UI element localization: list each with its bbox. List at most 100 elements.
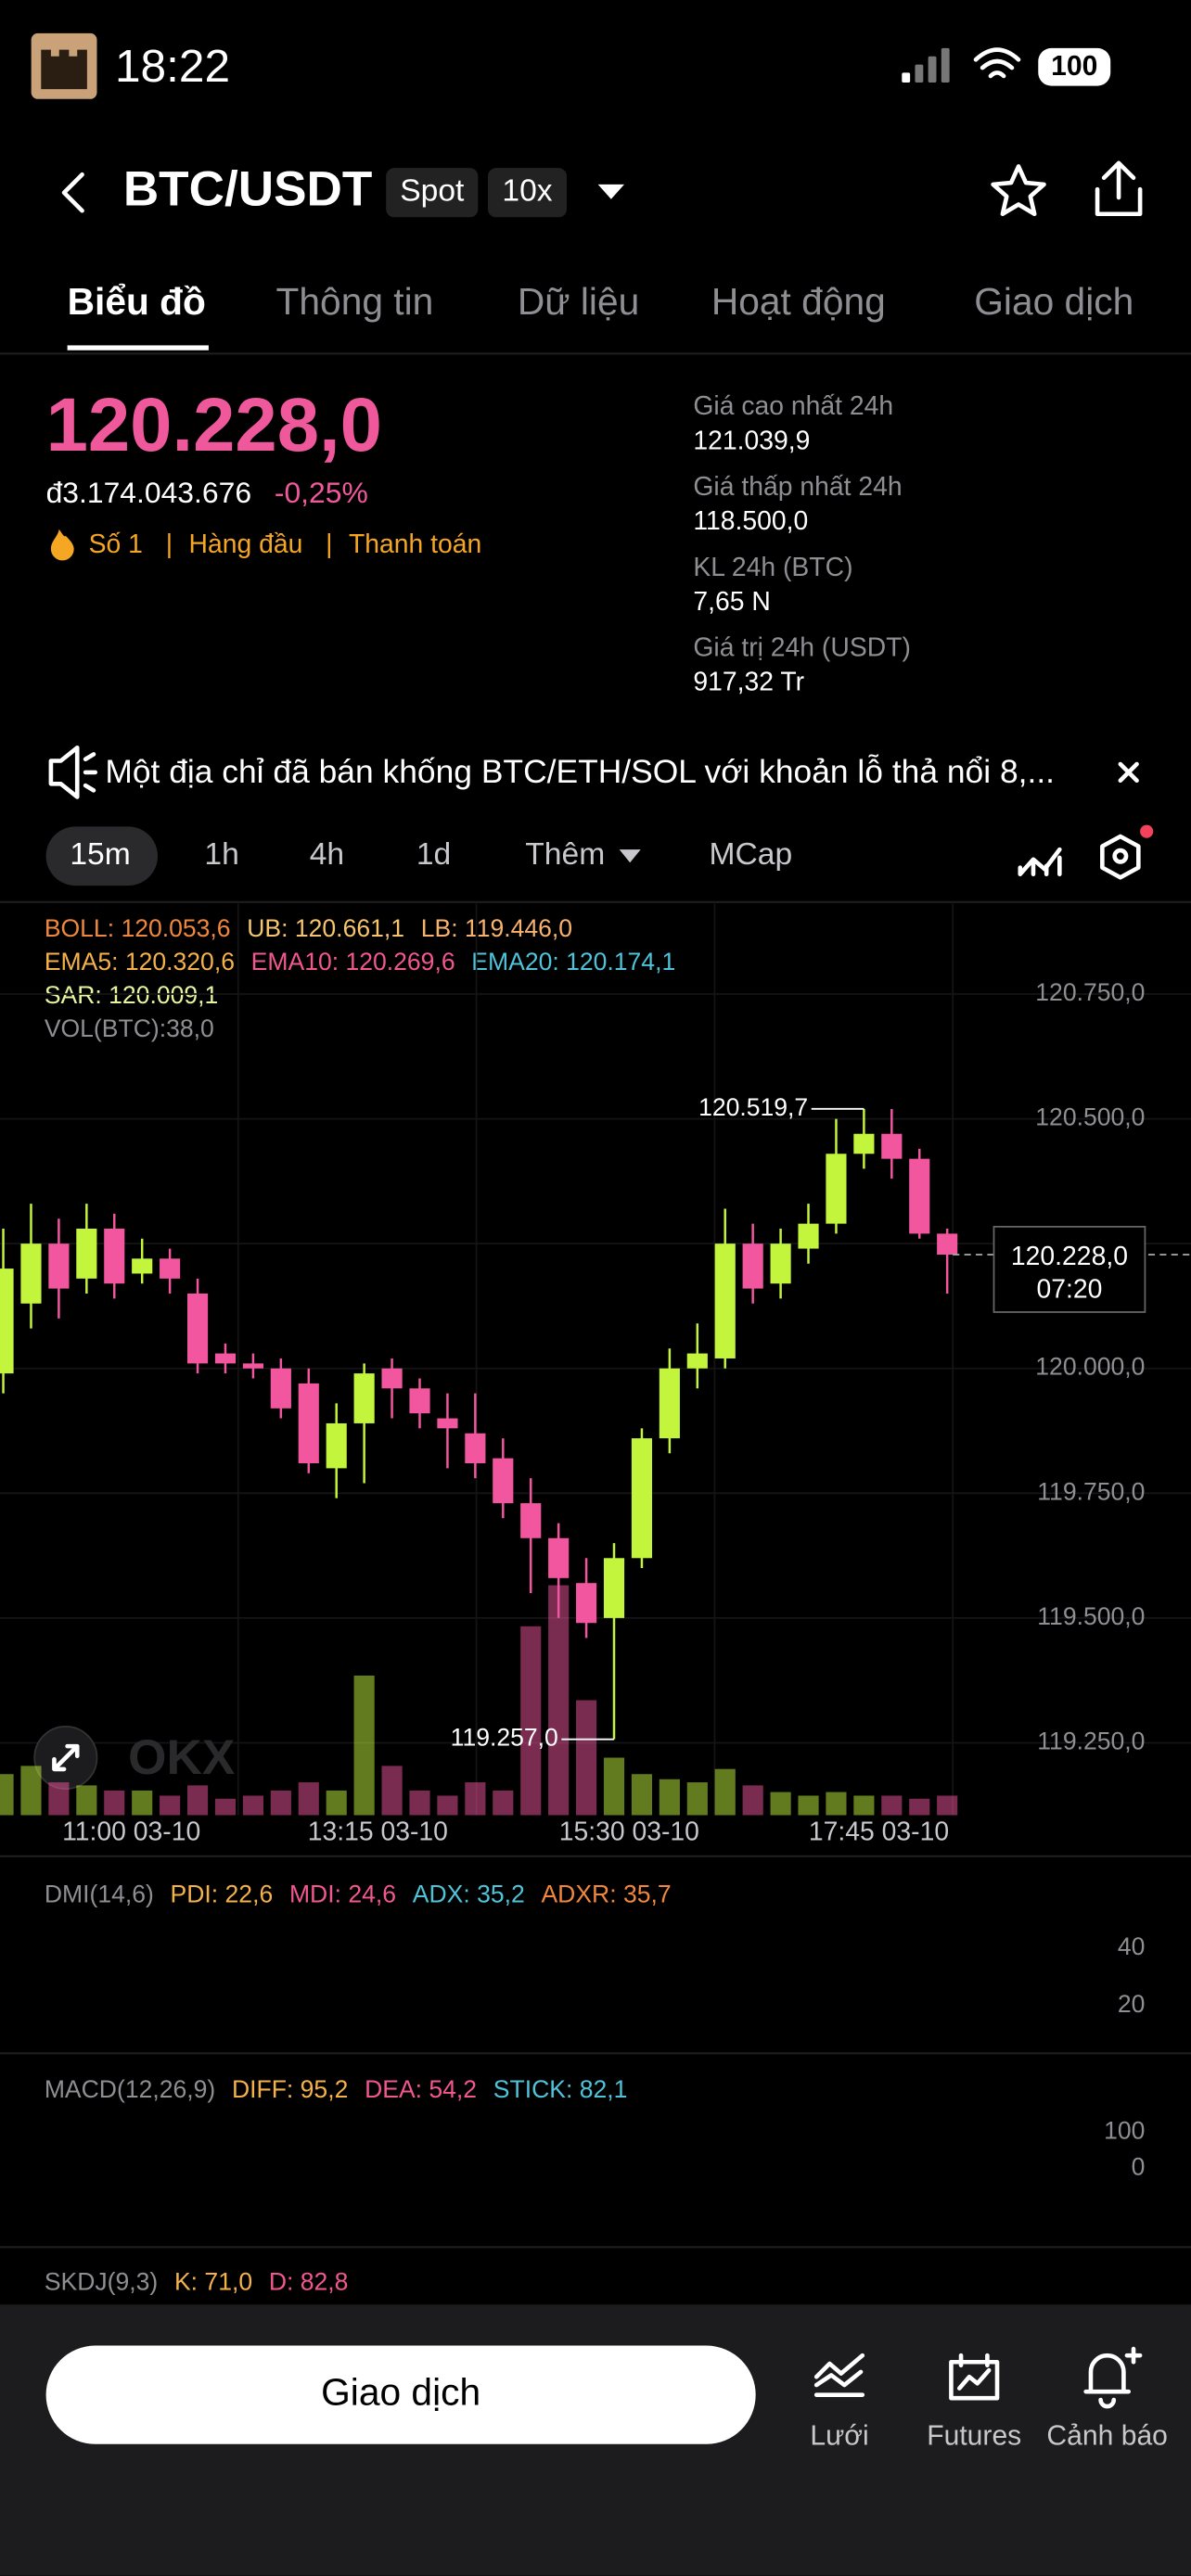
- indicator-value: LB: 119.446,0: [421, 914, 572, 942]
- candle-body: [548, 1537, 570, 1578]
- interval[interactable]: Thêm: [525, 837, 605, 872]
- volume-bar: [20, 1766, 42, 1816]
- news-close[interactable]: [1118, 761, 1139, 784]
- volume-bar: [520, 1626, 542, 1816]
- volume-bar: [186, 1785, 209, 1816]
- last-price-label: 120.228,0: [1011, 1242, 1128, 1271]
- tab[interactable]: Dữ liệu: [518, 280, 639, 323]
- indicator-value: ADXR: 35,7: [541, 1880, 671, 1907]
- volume-bar: [576, 1700, 597, 1816]
- action-label[interactable]: Cảnh báo: [1046, 2421, 1168, 2452]
- battery-level: 100: [1051, 51, 1097, 82]
- badge-separator: |: [166, 529, 173, 559]
- y-tick-label: 119.500,0: [1037, 1602, 1145, 1630]
- interval[interactable]: 15m: [70, 837, 130, 872]
- candle-body: [0, 1269, 14, 1374]
- volume-bar: [353, 1675, 375, 1816]
- interval[interactable]: 1d: [416, 837, 451, 872]
- indicator-button[interactable]: [1018, 847, 1062, 877]
- candle-body: [520, 1503, 542, 1538]
- favorite-button[interactable]: [991, 164, 1046, 217]
- candle-body: [631, 1438, 653, 1559]
- share-button[interactable]: [1095, 160, 1143, 217]
- volume-bar: [548, 1585, 570, 1816]
- watermark: OKX: [128, 1730, 235, 1785]
- y-tick-label: 119.750,0: [1037, 1477, 1145, 1505]
- badge-separator: |: [326, 529, 332, 559]
- axis-label: 40: [1118, 1932, 1146, 1960]
- candle-body: [48, 1243, 70, 1289]
- stat-value: 917,32 Tr: [693, 668, 804, 697]
- candle-body: [798, 1223, 819, 1249]
- notification-dot: [1140, 824, 1154, 838]
- tag: Spot: [400, 174, 465, 209]
- tab[interactable]: Biểu đồ: [68, 280, 206, 323]
- indicator-value: EMA20: 120.174,1: [471, 948, 675, 976]
- news-icon: [48, 746, 98, 799]
- stat-value: 121.039,9: [693, 426, 810, 455]
- indicator-value: VOL(BTC):38,0: [45, 1014, 214, 1042]
- tab[interactable]: Hoạt động: [711, 280, 886, 323]
- volume-bar: [437, 1795, 458, 1816]
- dropdown[interactable]: [597, 184, 624, 199]
- volume-bar: [853, 1795, 875, 1816]
- volume-bar: [214, 1798, 237, 1816]
- indicator-value: DMI(14,6): [45, 1880, 154, 1907]
- volume-bar: [826, 1792, 847, 1816]
- candle-body: [937, 1233, 958, 1255]
- x-tick-label: 17:45 03-10: [809, 1817, 949, 1846]
- trade-button[interactable]: [45, 2345, 756, 2444]
- candle-body: [214, 1353, 237, 1364]
- futures-icon[interactable]: [949, 2353, 1000, 2401]
- stat-label: Giá cao nhất 24h: [693, 391, 893, 421]
- pair-title: BTC/USDT: [123, 162, 373, 217]
- settings-dot: [1112, 848, 1129, 864]
- stat-label: Giá thấp nhất 24h: [693, 472, 902, 502]
- grid-icon[interactable]: [813, 2353, 865, 2397]
- interval[interactable]: 1h: [204, 837, 238, 872]
- candle-body: [603, 1558, 625, 1618]
- candle-body: [298, 1383, 319, 1464]
- news-text[interactable]: Một địa chỉ đã bán khống BTC/ETH/SOL với…: [105, 753, 1055, 790]
- interval-dropdown[interactable]: [619, 849, 641, 863]
- candle-body: [437, 1418, 458, 1429]
- candle-body: [770, 1243, 791, 1284]
- tab[interactable]: Thông tin: [276, 280, 434, 323]
- x-tick-label: 13:15 03-10: [308, 1817, 448, 1846]
- candle-body: [381, 1368, 403, 1389]
- indicator-value: BOLL: 120.053,6: [45, 914, 231, 942]
- tab[interactable]: Giao dịch: [974, 280, 1133, 323]
- volume-bar: [798, 1795, 819, 1816]
- volume-bar: [409, 1790, 430, 1816]
- y-tick-label: 120.500,0: [1035, 1103, 1145, 1131]
- candle-body: [826, 1154, 847, 1224]
- volume-bar: [631, 1774, 653, 1816]
- settings-button[interactable]: [1100, 834, 1141, 880]
- expand-icon: [52, 1743, 80, 1772]
- candle-body: [132, 1258, 153, 1274]
- indicator-value: EMA10: 120.269,6: [251, 948, 455, 976]
- candle-body: [160, 1258, 181, 1279]
- indicator-value: DEA: 54,2: [365, 2075, 477, 2103]
- back-button[interactable]: [61, 172, 84, 213]
- countdown: 07:20: [1036, 1274, 1102, 1304]
- tab-underline: [67, 345, 209, 351]
- volume-bar: [76, 1785, 97, 1816]
- x-tick-label: 15:30 03-10: [559, 1817, 699, 1846]
- action-label[interactable]: Lưới: [810, 2421, 868, 2452]
- status-time: 18:22: [115, 40, 230, 92]
- x-tick-label: 11:00 03-10: [62, 1817, 200, 1846]
- volume-bar: [0, 1774, 14, 1816]
- interval[interactable]: 4h: [310, 837, 344, 872]
- indicator-value: STICK: 82,1: [493, 2075, 628, 2103]
- stat-value: 118.500,0: [693, 506, 808, 536]
- price-change: -0,25%: [275, 476, 368, 509]
- action-label[interactable]: Futures: [927, 2421, 1021, 2452]
- alert-icon[interactable]: [1083, 2346, 1143, 2409]
- last-price-box: [992, 1226, 1146, 1313]
- interval[interactable]: MCap: [710, 837, 793, 872]
- y-tick-label: 119.250,0: [1037, 1727, 1145, 1754]
- indicator-value: ADX: 35,2: [413, 1880, 525, 1907]
- volume-bar: [659, 1779, 680, 1816]
